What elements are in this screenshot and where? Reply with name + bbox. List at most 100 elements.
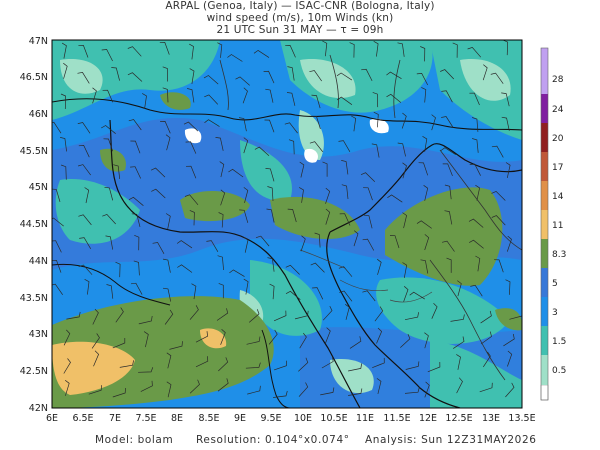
- wind-barb: [501, 116, 510, 131]
- wind-barb: [217, 42, 223, 58]
- wind-barb: [218, 212, 224, 228]
- wind-barb: [215, 137, 224, 151]
- wind-barb: [424, 381, 430, 398]
- wind-barb: [216, 308, 229, 321]
- wind-barb: [243, 278, 249, 295]
- wind-barb: [339, 213, 351, 226]
- wind-barb: [467, 46, 482, 58]
- wind-barb: [169, 341, 183, 350]
- wind-barb: [440, 69, 455, 80]
- wind-barb: [265, 88, 274, 103]
- wind-barb: [505, 279, 511, 295]
- wind-barb: [78, 164, 91, 176]
- wind-barb: [423, 185, 429, 201]
- wind-barb: [294, 310, 309, 320]
- wind-barb: [177, 264, 193, 273]
- lon-label: 12.5E: [445, 413, 472, 424]
- wind-barb: [452, 42, 458, 58]
- wind-barb: [442, 163, 453, 177]
- wind-barb: [322, 161, 328, 177]
- wind-barb: [111, 67, 120, 81]
- wind-barb: [142, 93, 147, 109]
- colorbar-segment: [541, 94, 548, 123]
- lat-label: 42N: [29, 403, 48, 414]
- wind-barb: [480, 310, 492, 324]
- wind-barb: [494, 259, 504, 273]
- wind-barb: [457, 280, 462, 297]
- wind-barb: [219, 161, 225, 178]
- wind-barb: [480, 331, 492, 345]
- wind-barb: [470, 284, 483, 297]
- wind-barb: [446, 257, 452, 273]
- wind-barb: [349, 336, 362, 349]
- wind-barb: [386, 93, 402, 103]
- wind-barb: [189, 305, 199, 320]
- wind-barb: [387, 194, 403, 203]
- wind-barb: [264, 119, 275, 133]
- footer-resolution: Resolution: 0.104°x0.074°: [196, 434, 350, 446]
- wind-barb: [195, 356, 209, 368]
- colorbar-segment: [541, 48, 548, 94]
- wind-barb: [441, 116, 454, 128]
- wind-barb: [102, 89, 114, 103]
- wind-barb: [187, 88, 195, 103]
- colorbar-label: 24: [552, 105, 564, 115]
- wind-barb: [424, 234, 430, 251]
- wind-barb: [78, 264, 93, 275]
- wind-barb: [267, 186, 274, 202]
- lon-label: 7.5E: [135, 413, 156, 424]
- wind-barb: [60, 164, 67, 180]
- wind-barb: [284, 122, 298, 134]
- wind-barb: [421, 87, 427, 103]
- wind-barb: [184, 194, 199, 206]
- wind-barb: [320, 387, 335, 396]
- wind-barb: [77, 72, 90, 84]
- wind-barb: [101, 49, 113, 62]
- wind-barb: [127, 46, 142, 57]
- wind-barb: [119, 360, 134, 368]
- colorbar-segment: [541, 355, 548, 385]
- wind-barb: [400, 333, 411, 348]
- wind-barb: [243, 237, 249, 253]
- wind-barb: [298, 382, 309, 397]
- wind-barb: [431, 302, 438, 319]
- wind-barb: [440, 147, 456, 155]
- footer-model: Model: bolam: [95, 434, 174, 446]
- wind-barb: [183, 121, 199, 132]
- lat-label: 47N: [29, 36, 48, 47]
- wind-barb: [266, 208, 275, 223]
- lon-label: 9.5E: [260, 413, 281, 424]
- wind-barb: [341, 184, 349, 200]
- wind-barb: [84, 278, 90, 295]
- wind-barb: [409, 291, 425, 300]
- wind-barb: [348, 388, 363, 396]
- wind-barb: [389, 235, 400, 249]
- colorbar-label: 28: [552, 75, 564, 85]
- wind-barb: [78, 214, 92, 226]
- wind-barb: [102, 213, 116, 225]
- wind-barb: [402, 262, 408, 278]
- wind-barb: [143, 331, 149, 348]
- footer-analysis: Analysis: Sun 12Z31MAY2026: [365, 434, 537, 446]
- wind-barb: [490, 72, 504, 84]
- wind-barb: [322, 40, 328, 57]
- wind-barb: [245, 362, 261, 369]
- wind-barb: [93, 350, 100, 367]
- wind-barb: [79, 237, 92, 249]
- wind-barb: [189, 68, 195, 84]
- colorbar-label: 17: [552, 163, 563, 173]
- wind-barb: [502, 40, 509, 56]
- wind-barb: [113, 164, 121, 179]
- wind-barb: [273, 310, 287, 322]
- colorbar-label: 5: [552, 279, 558, 289]
- wind-barb: [203, 75, 219, 85]
- wind-barb: [404, 312, 419, 321]
- lat-label: 43.5N: [20, 293, 48, 304]
- wind-barb: [402, 162, 407, 179]
- wind-barb: [450, 314, 465, 322]
- wind-barb: [267, 257, 275, 272]
- wind-barb: [134, 234, 140, 251]
- wind-barb: [243, 187, 249, 203]
- wind-barb: [138, 315, 153, 325]
- wind-barb: [404, 387, 420, 394]
